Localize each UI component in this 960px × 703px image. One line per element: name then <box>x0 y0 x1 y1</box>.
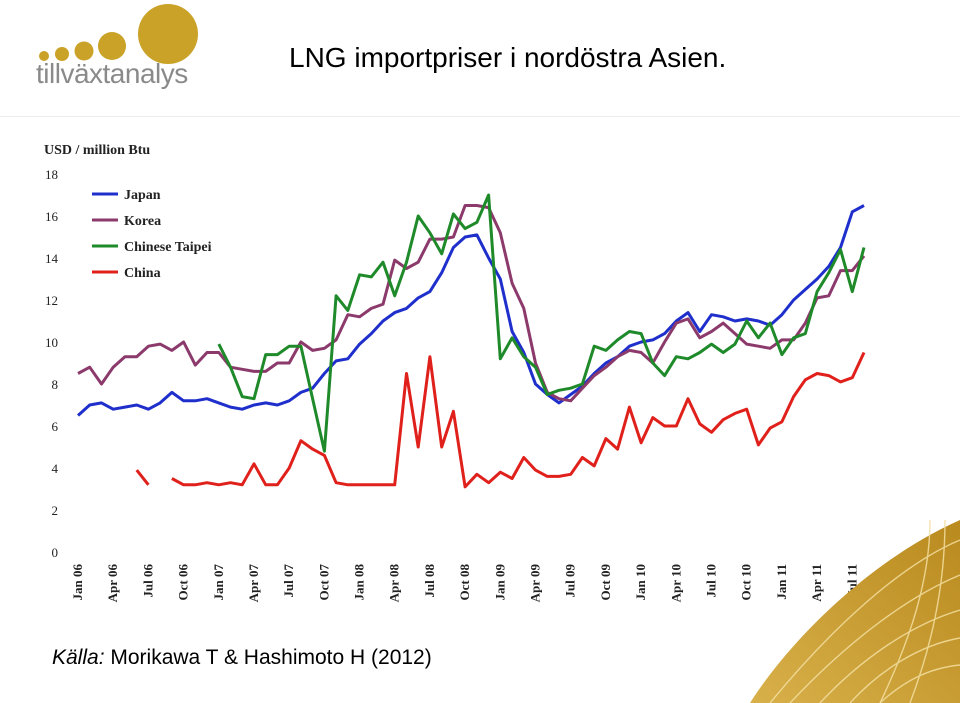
x-tick-label: Oct 06 <box>176 564 191 601</box>
x-tick-label: Jul 08 <box>422 564 437 598</box>
x-tick-label: Apr 07 <box>246 564 261 603</box>
y-tick-label: 8 <box>52 377 59 392</box>
series-line-korea <box>77 204 866 403</box>
x-tick-label: Jan 11 <box>774 564 789 600</box>
y-tick-label: 18 <box>45 167 58 182</box>
x-tick-label: Jan 06 <box>70 564 85 601</box>
series-line-japan <box>76 204 865 417</box>
series-line-china <box>135 469 150 486</box>
source-label: Källa: <box>52 646 105 669</box>
y-tick-label: 16 <box>45 209 59 224</box>
x-tick-label: Jan 10 <box>633 564 648 600</box>
logo-text: tillväxtanalys <box>36 58 188 89</box>
logo-dots-icon <box>39 4 198 64</box>
y-tick-label: 4 <box>52 461 59 476</box>
y-axis-label: USD / million Btu <box>44 143 150 158</box>
x-tick-label: Apr 08 <box>387 564 402 603</box>
x-tick-label: Oct 07 <box>316 564 331 601</box>
x-tick-label: Apr 09 <box>528 564 543 603</box>
source-text: Morikawa T & Hashimoto H (2012) <box>110 646 432 669</box>
x-tick-label: Oct 09 <box>598 564 613 601</box>
series-line-china <box>171 351 866 489</box>
y-tick-label: 2 <box>52 503 59 518</box>
series-line-chinese-taipei <box>217 193 866 453</box>
x-tick-label: Apr 06 <box>105 564 120 603</box>
x-tick-label: Jan 07 <box>211 564 226 601</box>
y-tick-label: 6 <box>52 419 59 434</box>
legend-label: Japan <box>124 188 161 203</box>
x-tick-label: Oct 08 <box>457 564 472 601</box>
legend-label: Chinese Taipei <box>124 240 212 255</box>
y-tick-label: 12 <box>45 293 58 308</box>
x-tick-label: Jul 10 <box>703 564 718 598</box>
x-tick-label: Jan 08 <box>352 564 367 601</box>
lng-price-chart: USD / million Btu 0 2 4 6 8 10 12 14 16 18 Jan 06… <box>44 143 866 603</box>
x-tick-label: Jul 06 <box>140 564 155 598</box>
decorative-gold-pattern <box>750 520 960 703</box>
source-note: Källa: Morikawa T & Hashimoto H (2012) <box>52 646 432 670</box>
x-tick-label: Apr 11 <box>809 564 824 602</box>
legend-label: China <box>124 266 161 281</box>
header-divider <box>0 116 960 117</box>
y-tick-label: 14 <box>45 251 59 266</box>
x-tick-label: Jan 09 <box>492 564 507 601</box>
y-tick-label: 10 <box>45 335 58 350</box>
legend-label: Korea <box>124 214 161 229</box>
x-tick-label: Apr 10 <box>668 564 683 602</box>
x-tick-label: Jul 07 <box>281 564 296 598</box>
slide-title: LNG importpriser i nordöstra Asien. <box>289 42 727 73</box>
x-tick-label: Oct 10 <box>739 564 754 600</box>
x-tick-label: Jul 09 <box>563 564 578 598</box>
y-tick-label: 0 <box>52 545 59 560</box>
